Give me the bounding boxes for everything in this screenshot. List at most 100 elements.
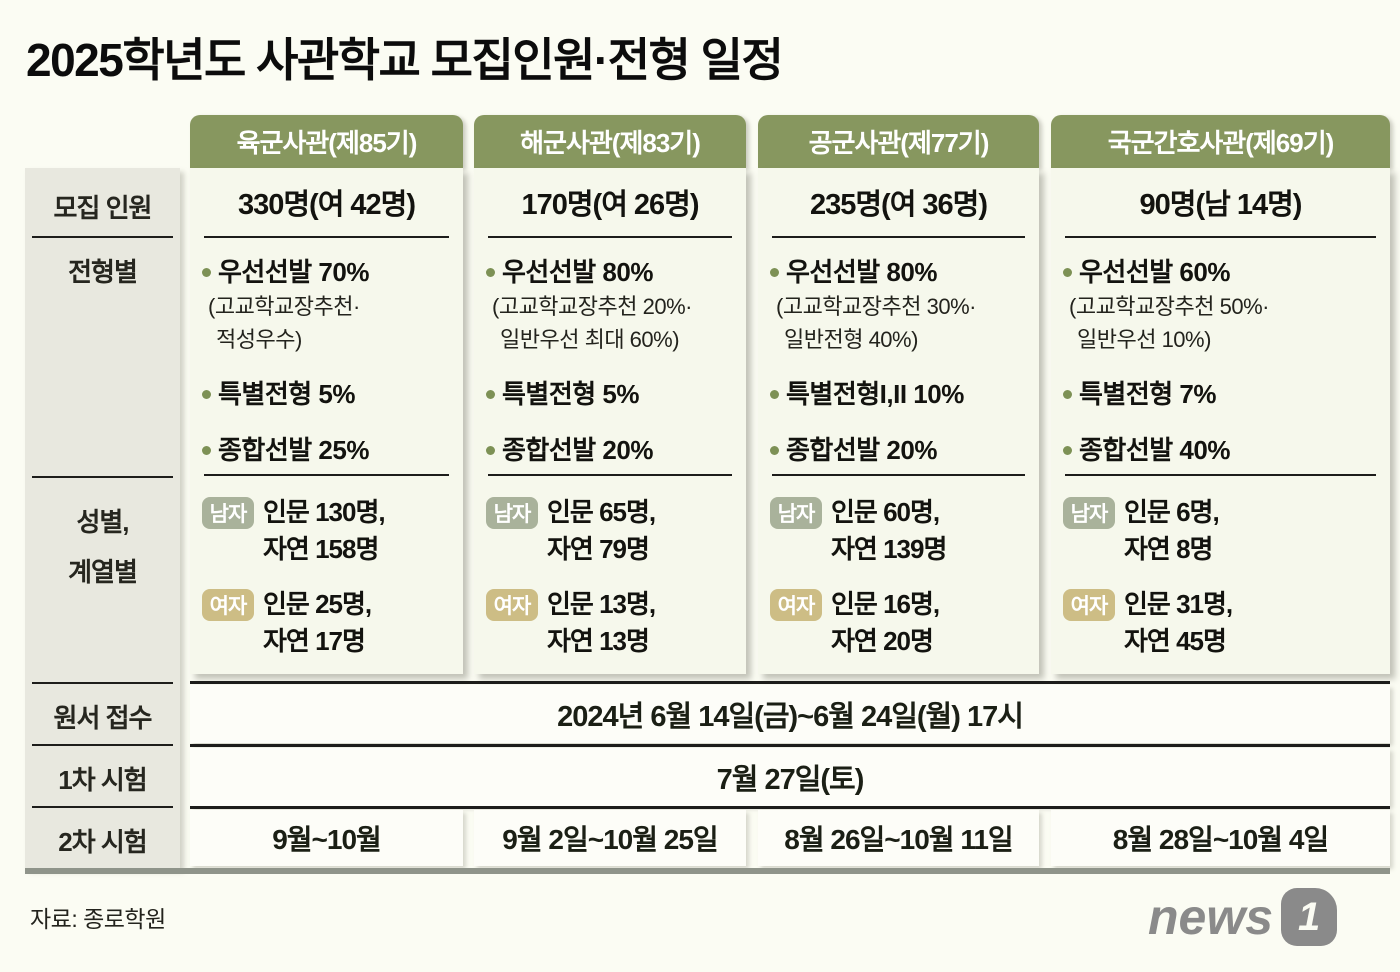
- track-line: 종합선발 20%: [486, 432, 740, 468]
- male-badge: 남자: [770, 497, 822, 529]
- recruit-value: 170명(여 26명): [521, 189, 699, 221]
- exam2-date-airforce: 8월 26일~10월 11일: [758, 810, 1039, 866]
- female-row: 여자 인문 13명, 자연 13명: [486, 586, 738, 660]
- male-line2: 자연 139명: [831, 534, 947, 564]
- bullet-icon: [1063, 267, 1072, 277]
- female-badge: 여자: [1063, 589, 1115, 621]
- track-text: 특별전형 5%: [502, 379, 639, 409]
- recruit-value: 235명(여 36명): [809, 189, 988, 221]
- divider: [32, 236, 173, 238]
- exam2-date-navy: 9월 2일~10월 25일: [474, 810, 746, 866]
- male-row: 남자 인문 130명, 자연 158명: [202, 494, 455, 568]
- tracks-list: 우선선발 80% (고교학교장추천 30%· 일반전형 40%) 특별전형I,I…: [758, 238, 1039, 474]
- female-line1: 인문 13명,: [547, 589, 656, 619]
- female-line2: 자연 20명: [831, 626, 934, 656]
- recruit-value: 330명(여 42명): [237, 189, 416, 221]
- gender-section: 남자 인문 130명, 자연 158명 여자 인문 25명, 자연 17명: [190, 476, 463, 678]
- male-row: 남자 인문 6명, 자연 8명: [1063, 494, 1382, 568]
- tracks-list: 우선선발 80% (고교학교장추천 20%· 일반우선 최대 60%) 특별전형…: [474, 238, 746, 474]
- track-line: 우선선발 80%: [486, 254, 740, 290]
- divider: [32, 744, 173, 746]
- female-line1: 인문 16명,: [831, 589, 940, 619]
- track-text: 특별전형 7%: [1079, 379, 1216, 409]
- tracks-list: 우선선발 60% (고교학교장추천 50%· 일반우선 10%) 특별전형 7%…: [1051, 238, 1390, 474]
- column-card-navy: 170명(여 26명) 우선선발 80% (고교학교장추천 20%· 일반우선 …: [474, 168, 746, 674]
- track-text: 특별전형 5%: [218, 379, 355, 409]
- row-label-gender-1: 성별,: [76, 507, 129, 537]
- male-row: 남자 인문 65명, 자연 79명: [486, 494, 738, 568]
- male-line2: 자연 8명: [1124, 534, 1213, 564]
- track-text: 종합선발 20%: [786, 435, 937, 465]
- track-text: 우선선발 80%: [786, 257, 937, 287]
- apply-period-row: 2024년 6월 14일(금)~6월 24일(월) 17시: [190, 685, 1390, 743]
- exam2-date-nursing: 8월 28일~10월 4일: [1051, 810, 1390, 866]
- divider: [32, 682, 173, 684]
- column-card-airforce: 235명(여 36명) 우선선발 80% (고교학교장추천 30%· 일반전형 …: [758, 168, 1039, 674]
- divider: [488, 474, 732, 476]
- male-badge: 남자: [202, 497, 254, 529]
- divider: [204, 236, 449, 238]
- divider: [32, 476, 173, 478]
- news1-logo: news 1: [1148, 888, 1338, 946]
- column-card-army: 330명(여 42명) 우선선발 70% (고교학교장추천· 적성우수) 특별전…: [190, 168, 463, 674]
- female-row: 여자 인문 25명, 자연 17명: [202, 586, 455, 660]
- divider: [190, 806, 1390, 809]
- gender-section: 남자 인문 65명, 자연 79명 여자 인문 13명, 자연 13명: [474, 476, 746, 678]
- divider: [32, 806, 173, 808]
- female-badge: 여자: [486, 589, 538, 621]
- male-line1: 인문 60명,: [831, 497, 940, 527]
- track-text: 우선선발 80%: [502, 257, 653, 287]
- track-note: 일반우선 10%): [1077, 327, 1211, 352]
- track-text: 종합선발 20%: [502, 435, 653, 465]
- column-header-airforce: 공군사관(제77기): [758, 115, 1039, 168]
- track-text: 우선선발 60%: [1079, 257, 1230, 287]
- track-text: 종합선발 25%: [218, 435, 369, 465]
- divider: [1065, 236, 1376, 238]
- column-header-army: 육군사관(제85기): [190, 115, 463, 168]
- track-note: (고교학교장추천 20%·: [492, 294, 692, 319]
- tracks-list: 우선선발 70% (고교학교장추천· 적성우수) 특별전형 5% 종합선발 25…: [190, 238, 463, 474]
- column-header-nursing: 국군간호사관(제69기): [1051, 115, 1390, 168]
- track-line: 종합선발 40%: [1063, 432, 1384, 468]
- male-line2: 자연 79명: [547, 534, 650, 564]
- track-line: 우선선발 60%: [1063, 254, 1384, 290]
- track-line: 특별전형 5%: [202, 376, 457, 412]
- bullet-icon: [486, 267, 495, 277]
- female-row: 여자 인문 31명, 자연 45명: [1063, 586, 1382, 660]
- male-line1: 인문 65명,: [547, 497, 656, 527]
- divider: [1065, 474, 1376, 476]
- row-label-exam1: 1차 시험: [58, 765, 147, 795]
- track-line: 종합선발 25%: [202, 432, 457, 468]
- row-label-gender-2: 계열별: [68, 557, 138, 587]
- bullet-icon: [1063, 445, 1072, 455]
- track-text: 우선선발 70%: [218, 257, 369, 287]
- track-note: 적성우수): [216, 327, 302, 352]
- male-line2: 자연 158명: [263, 534, 379, 564]
- recruit-value: 90명(남 14명): [1139, 189, 1303, 221]
- female-line2: 자연 17명: [263, 626, 366, 656]
- female-badge: 여자: [202, 589, 254, 621]
- bullet-icon: [202, 389, 211, 399]
- row-label-column: [25, 168, 180, 868]
- bullet-icon: [202, 267, 211, 277]
- male-row: 남자 인문 60명, 자연 139명: [770, 494, 1031, 568]
- male-line1: 인문 130명,: [263, 497, 386, 527]
- divider: [190, 744, 1390, 747]
- male-line1: 인문 6명,: [1124, 497, 1220, 527]
- news1-logo-text: news: [1148, 889, 1274, 945]
- male-badge: 남자: [1063, 497, 1115, 529]
- gender-section: 남자 인문 6명, 자연 8명 여자 인문 31명, 자연 45명: [1051, 476, 1390, 678]
- track-line: 우선선발 80%: [770, 254, 1033, 290]
- track-note: (고교학교장추천·: [208, 294, 360, 319]
- female-line1: 인문 25명,: [263, 589, 372, 619]
- bullet-icon: [486, 445, 495, 455]
- page-title: 2025학년도 사관학교 모집인원·전형 일정: [26, 34, 784, 86]
- track-text: 특별전형I,II 10%: [786, 379, 964, 409]
- track-line: 특별전형I,II 10%: [770, 376, 1033, 412]
- row-label-recruit: 모집 인원: [53, 193, 153, 223]
- female-line2: 자연 45명: [1124, 626, 1227, 656]
- bullet-icon: [770, 267, 779, 277]
- row-label-exam2: 2차 시험: [58, 827, 147, 857]
- divider: [204, 474, 449, 476]
- female-badge: 여자: [770, 589, 822, 621]
